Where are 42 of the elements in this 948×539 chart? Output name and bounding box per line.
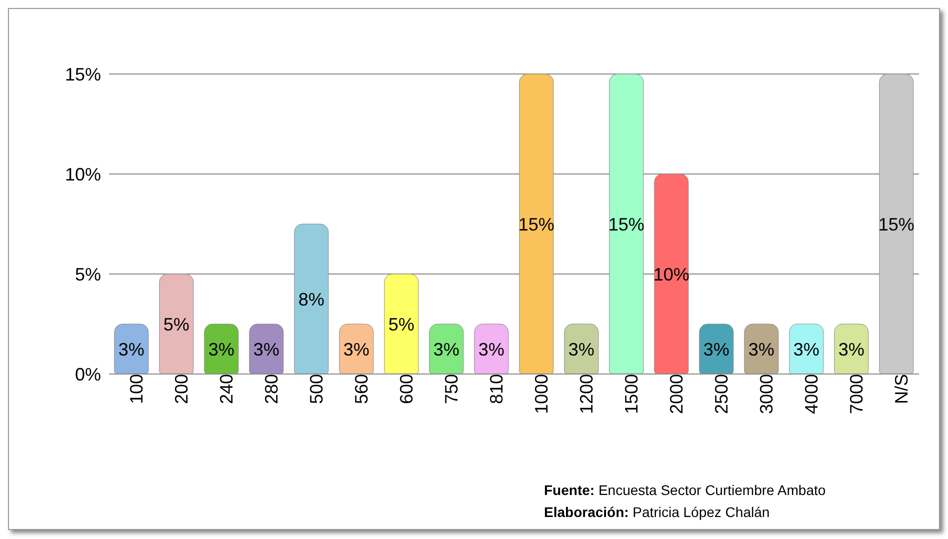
- x-tick-label: 280: [261, 374, 282, 404]
- data-label: 15%: [518, 214, 554, 234]
- y-tick-label: 5%: [74, 264, 101, 284]
- x-tick-label: 4000: [801, 374, 822, 414]
- y-tick-label: 15%: [64, 64, 101, 84]
- x-tick-label: 3000: [756, 374, 776, 414]
- x-tick-label: 750: [441, 374, 462, 404]
- x-tick-label: 2500: [711, 374, 732, 414]
- data-label: 3%: [478, 339, 504, 360]
- data-label: 3%: [208, 339, 234, 360]
- data-label: 5%: [163, 314, 190, 334]
- data-label: 10%: [653, 264, 690, 284]
- x-tick-label: 2000: [666, 374, 686, 414]
- data-label: 3%: [343, 339, 370, 360]
- x-tick-label: 1000: [531, 374, 552, 414]
- x-tick-label: 7000: [846, 374, 866, 414]
- x-tick-label: 200: [171, 374, 192, 404]
- data-label: 3%: [703, 339, 730, 360]
- y-tick-label: 0%: [74, 364, 101, 384]
- data-label: 3%: [433, 339, 460, 360]
- x-tick-label: 500: [306, 374, 326, 404]
- x-tick-label: 1500: [621, 374, 642, 414]
- data-label: 3%: [793, 339, 820, 360]
- x-tick-label: 810: [486, 374, 506, 404]
- data-label: 3%: [838, 339, 864, 360]
- data-label: 8%: [298, 289, 324, 310]
- x-tick-label: 1200: [576, 374, 596, 414]
- x-tick-label: 240: [216, 374, 236, 404]
- data-label: 15%: [608, 214, 644, 234]
- x-tick-label: N/S: [891, 374, 912, 404]
- data-label: 15%: [878, 214, 914, 234]
- x-tick-label: 600: [396, 374, 416, 404]
- y-tick-label: 10%: [64, 164, 101, 184]
- data-label: 5%: [388, 314, 414, 334]
- x-tick-label: 100: [126, 374, 146, 404]
- data-label: 3%: [568, 339, 594, 360]
- text: Elaboración: Patricia López Chalán: [544, 503, 771, 522]
- data-label: 3%: [748, 339, 774, 360]
- data-label: 3%: [253, 339, 280, 360]
- data-label: 3%: [118, 339, 144, 360]
- x-tick-label: 560: [351, 374, 372, 404]
- source-note: Fuente: Encuesta Sector Curtiembre Ambato: [544, 481, 826, 500]
